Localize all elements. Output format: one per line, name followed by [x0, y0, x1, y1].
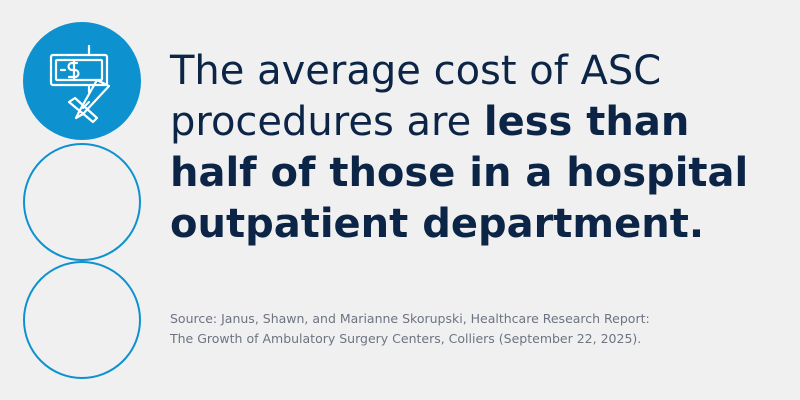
headline: The average cost of ASC procedures are l… — [170, 46, 770, 250]
source-citation: Source: Janus, Shawn, and Marianne Skoru… — [170, 309, 780, 349]
outline-circle — [23, 143, 141, 261]
decorative-circles — [0, 0, 160, 400]
outline-circle — [23, 261, 141, 379]
source-line-1: Source: Janus, Shawn, and Marianne Skoru… — [170, 311, 650, 326]
icon-circle — [23, 22, 141, 140]
headline-bold: less than half of those in a hospital ou… — [170, 99, 749, 247]
money-scalpel-icon — [49, 44, 111, 124]
source-line-2: The Growth of Ambulatory Surgery Centers… — [170, 331, 642, 346]
headline-regular: The average cost of ASC procedures are — [170, 48, 662, 145]
